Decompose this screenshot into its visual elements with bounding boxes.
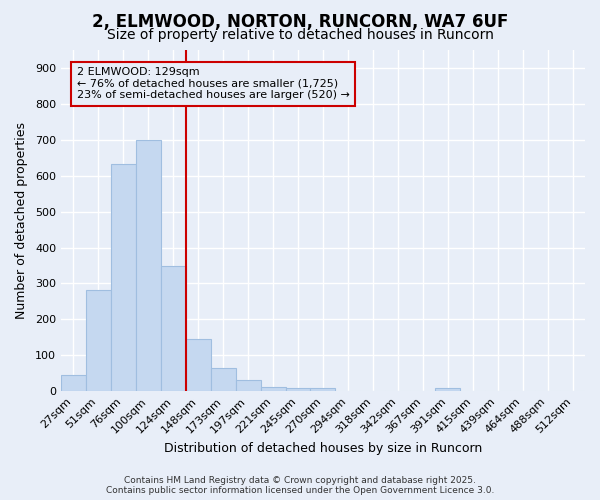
Bar xyxy=(186,339,211,391)
Y-axis label: Number of detached properties: Number of detached properties xyxy=(15,122,28,319)
X-axis label: Distribution of detached houses by size in Runcorn: Distribution of detached houses by size … xyxy=(164,442,482,455)
Bar xyxy=(86,290,111,391)
Bar xyxy=(310,388,335,391)
Bar xyxy=(236,380,260,391)
Text: Size of property relative to detached houses in Runcorn: Size of property relative to detached ho… xyxy=(107,28,493,42)
Bar xyxy=(61,375,86,391)
Bar xyxy=(435,388,460,391)
Text: 2, ELMWOOD, NORTON, RUNCORN, WA7 6UF: 2, ELMWOOD, NORTON, RUNCORN, WA7 6UF xyxy=(92,12,508,30)
Text: Contains HM Land Registry data © Crown copyright and database right 2025.
Contai: Contains HM Land Registry data © Crown c… xyxy=(106,476,494,495)
Bar xyxy=(136,140,161,391)
Bar xyxy=(111,164,136,391)
Text: 2 ELMWOOD: 129sqm
← 76% of detached houses are smaller (1,725)
23% of semi-detac: 2 ELMWOOD: 129sqm ← 76% of detached hous… xyxy=(77,67,350,100)
Bar xyxy=(260,387,286,391)
Bar xyxy=(161,266,186,391)
Bar xyxy=(211,368,236,391)
Bar xyxy=(286,388,310,391)
